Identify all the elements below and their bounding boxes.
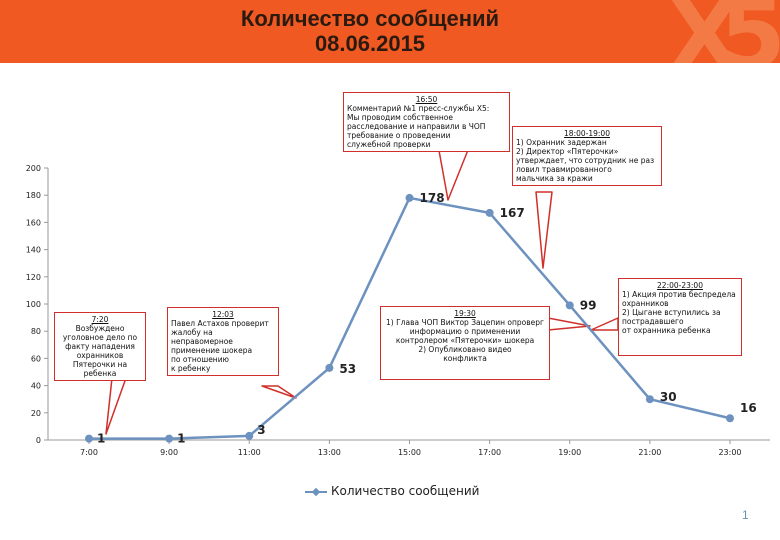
data-label: 167 — [500, 206, 525, 220]
callout-7-20: 7:20 Возбуждено уголовное дело по факту … — [54, 312, 146, 381]
callout-16-50: 16:50 Комментарий №1 пресс-службы Х5: Мы… — [343, 92, 510, 152]
callout-text: Павел Астахов проверит жалобу на неправо… — [171, 319, 269, 373]
data-point — [85, 434, 93, 443]
page-number: 1 — [742, 508, 749, 522]
page-title: Количество сообщений 08.06.2015 — [0, 6, 740, 56]
callout-time: 16:50 — [415, 95, 438, 104]
x-tick-label: 15:00 — [398, 448, 421, 457]
callout-time: 22:00-23:00 — [657, 281, 703, 290]
chart-series — [85, 193, 734, 443]
data-label: 16 — [740, 401, 757, 415]
callout-pointer-22-00-23-00 — [590, 317, 619, 331]
x-tick-label: 17:00 — [478, 448, 501, 457]
data-point — [645, 395, 654, 404]
data-label: 3 — [257, 423, 265, 437]
chart-legend: Количество сообщений — [305, 484, 479, 498]
x-tick-label: 11:00 — [238, 448, 261, 457]
y-tick-label: 200 — [26, 164, 41, 173]
callout-text: 1) Акция против беспредела охранников 2)… — [622, 290, 736, 335]
x-tick-label: 13:00 — [318, 448, 341, 457]
title-line-2: 08.06.2015 — [314, 31, 426, 56]
x-tick-label: 23:00 — [718, 448, 741, 457]
chart-data-labels: 1 1 3 53 178 167 99 30 16 — [97, 191, 757, 446]
header-banner: Количество сообщений 08.06.2015 X 5 — [0, 0, 780, 63]
callout-19-30: 19:30 1) Глава ЧОП Виктор Зацепин опрове… — [380, 306, 550, 380]
callout-text: Комментарий №1 пресс-службы Х5: Мы прово… — [347, 104, 490, 149]
y-tick-label: 100 — [26, 300, 41, 309]
y-tick-label: 160 — [26, 218, 41, 227]
callout-pointer-12-03 — [261, 385, 297, 399]
data-label: 53 — [339, 362, 356, 376]
data-label: 99 — [580, 298, 597, 312]
callout-time: 12:03 — [212, 310, 234, 319]
y-tick-label: 120 — [26, 273, 41, 282]
title-line-1: Количество сообщений — [240, 6, 500, 31]
legend-label: Количество сообщений — [331, 484, 480, 498]
data-point — [245, 431, 254, 440]
callout-text: 1) Охранник задержан 2) Директор «Пятеро… — [516, 138, 655, 183]
callout-pointer-18-00-19-00 — [535, 191, 553, 269]
data-label: 178 — [420, 191, 445, 205]
y-tick-label: 180 — [26, 191, 41, 200]
data-label: 1 — [177, 432, 185, 446]
y-tick-label: 80 — [31, 327, 41, 336]
data-point — [565, 301, 574, 310]
x-tick-label: 21:00 — [638, 448, 661, 457]
callout-12-03: 12:03 Павел Астахов проверит жалобу на н… — [167, 307, 279, 376]
data-point — [405, 193, 414, 202]
callout-text: Возбуждено уголовное дело по факту напад… — [62, 324, 138, 378]
legend-line-marker-icon — [305, 486, 327, 497]
data-point — [726, 414, 734, 423]
x-tick-label: 19:00 — [558, 448, 581, 457]
data-point — [485, 208, 494, 217]
callout-22-00-23-00: 22:00-23:00 1) Акция против беспредела о… — [618, 278, 742, 356]
callout-time: 18:00-19:00 — [564, 129, 610, 138]
y-tick-label: 60 — [31, 354, 41, 363]
x-tick-label: 9:00 — [160, 448, 178, 457]
x5-logo-5: 5 — [719, 0, 780, 63]
x5-logo-x: X — [669, 0, 740, 63]
y-tick-label: 140 — [26, 246, 41, 255]
data-label: 1 — [97, 432, 105, 446]
callout-time: 7:20 — [91, 315, 109, 324]
y-tick-label: 0 — [36, 436, 41, 445]
callout-pointers — [105, 144, 619, 435]
y-tick-label: 40 — [31, 382, 41, 391]
callout-text: 1) Глава ЧОП Виктор Зацепин опроверг инф… — [386, 318, 544, 363]
data-point — [165, 434, 174, 443]
data-label: 30 — [660, 390, 677, 404]
callout-time: 19:30 — [454, 309, 476, 318]
callout-pointer-7-20 — [105, 377, 127, 435]
callout-18-00-19-00: 18:00-19:00 1) Охранник задержан 2) Дире… — [512, 126, 662, 186]
y-tick-label: 20 — [31, 409, 41, 418]
x-tick-label: 7:00 — [80, 448, 98, 457]
data-point — [325, 363, 334, 372]
